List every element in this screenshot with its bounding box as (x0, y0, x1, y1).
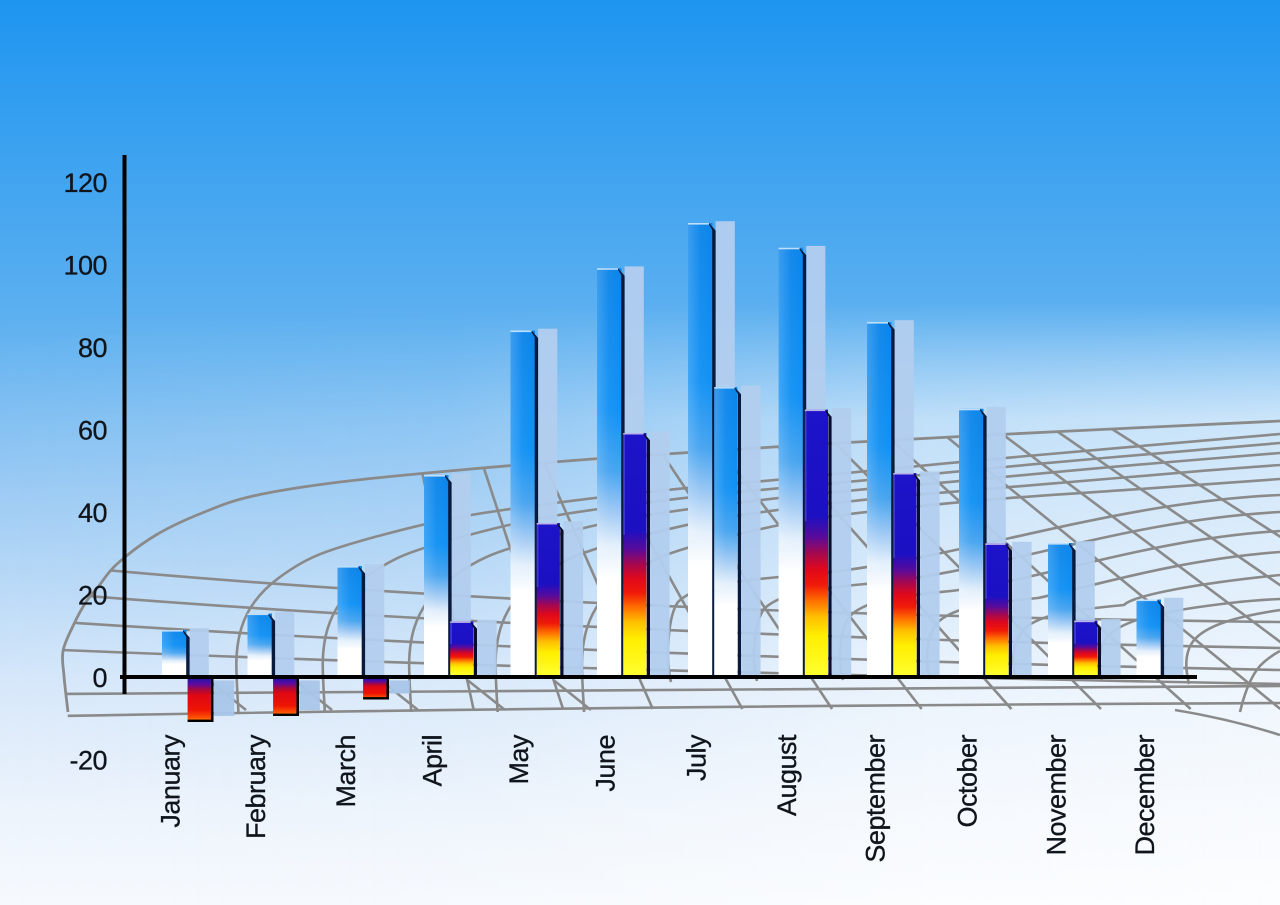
svg-text:September: September (861, 734, 891, 862)
svg-text:March: March (331, 735, 361, 808)
svg-text:80: 80 (78, 333, 107, 363)
svg-text:20: 20 (78, 581, 107, 611)
svg-text:October: October (953, 734, 983, 827)
svg-text:May: May (504, 734, 534, 785)
svg-text:February: February (241, 734, 271, 839)
svg-text:January: January (156, 734, 186, 828)
svg-text:60: 60 (78, 416, 107, 446)
svg-text:0: 0 (92, 663, 107, 693)
svg-text:August: August (772, 734, 802, 816)
svg-text:April: April (418, 735, 448, 787)
svg-text:July: July (682, 734, 712, 781)
svg-text:120: 120 (63, 168, 107, 198)
svg-text:40: 40 (78, 498, 107, 528)
svg-text:November: November (1042, 734, 1072, 855)
svg-text:June: June (591, 735, 621, 792)
svg-text:-20: -20 (69, 746, 107, 776)
svg-text:100: 100 (63, 251, 107, 281)
svg-text:December: December (1130, 734, 1160, 855)
